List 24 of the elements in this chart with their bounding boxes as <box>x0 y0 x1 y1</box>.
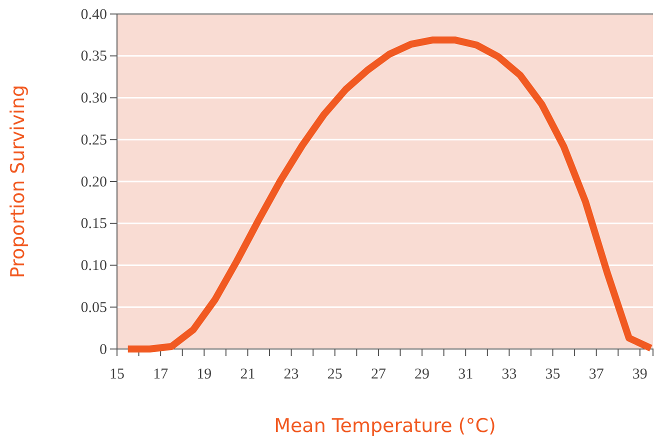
y-tick-label: 0.40 <box>80 6 107 23</box>
y-tick-label: 0.10 <box>80 258 107 274</box>
y-tick-label: 0 <box>100 342 107 358</box>
y-tick-label: 0.20 <box>80 174 107 190</box>
x-tick-label: 17 <box>153 366 169 382</box>
y-tick-label: 0.15 <box>80 216 107 232</box>
x-tick-label: 33 <box>502 366 517 382</box>
x-tick-label: 31 <box>458 366 474 382</box>
x-tick-label: 15 <box>110 366 124 382</box>
x-tick-label: 39 <box>632 366 648 382</box>
x-tick-label: 27 <box>370 366 386 382</box>
x-tick-label: 25 <box>327 366 342 382</box>
x-tick-label: 21 <box>240 366 256 382</box>
x-tick-label: 23 <box>284 366 299 382</box>
y-tick-label: 0.25 <box>80 132 107 148</box>
x-axis-title: Mean Temperature (°C) <box>274 415 496 436</box>
x-tick-label: 19 <box>196 366 212 382</box>
y-tick-label: 0.35 <box>80 48 107 65</box>
y-tick-label: 0.30 <box>80 90 107 107</box>
x-tick-label: 35 <box>545 366 560 382</box>
x-tick-label: 29 <box>414 366 430 382</box>
x-tick-label: 37 <box>588 366 604 382</box>
y-axis-title: Proportion Surviving <box>7 84 29 278</box>
y-tick-label: 0.05 <box>80 300 107 316</box>
